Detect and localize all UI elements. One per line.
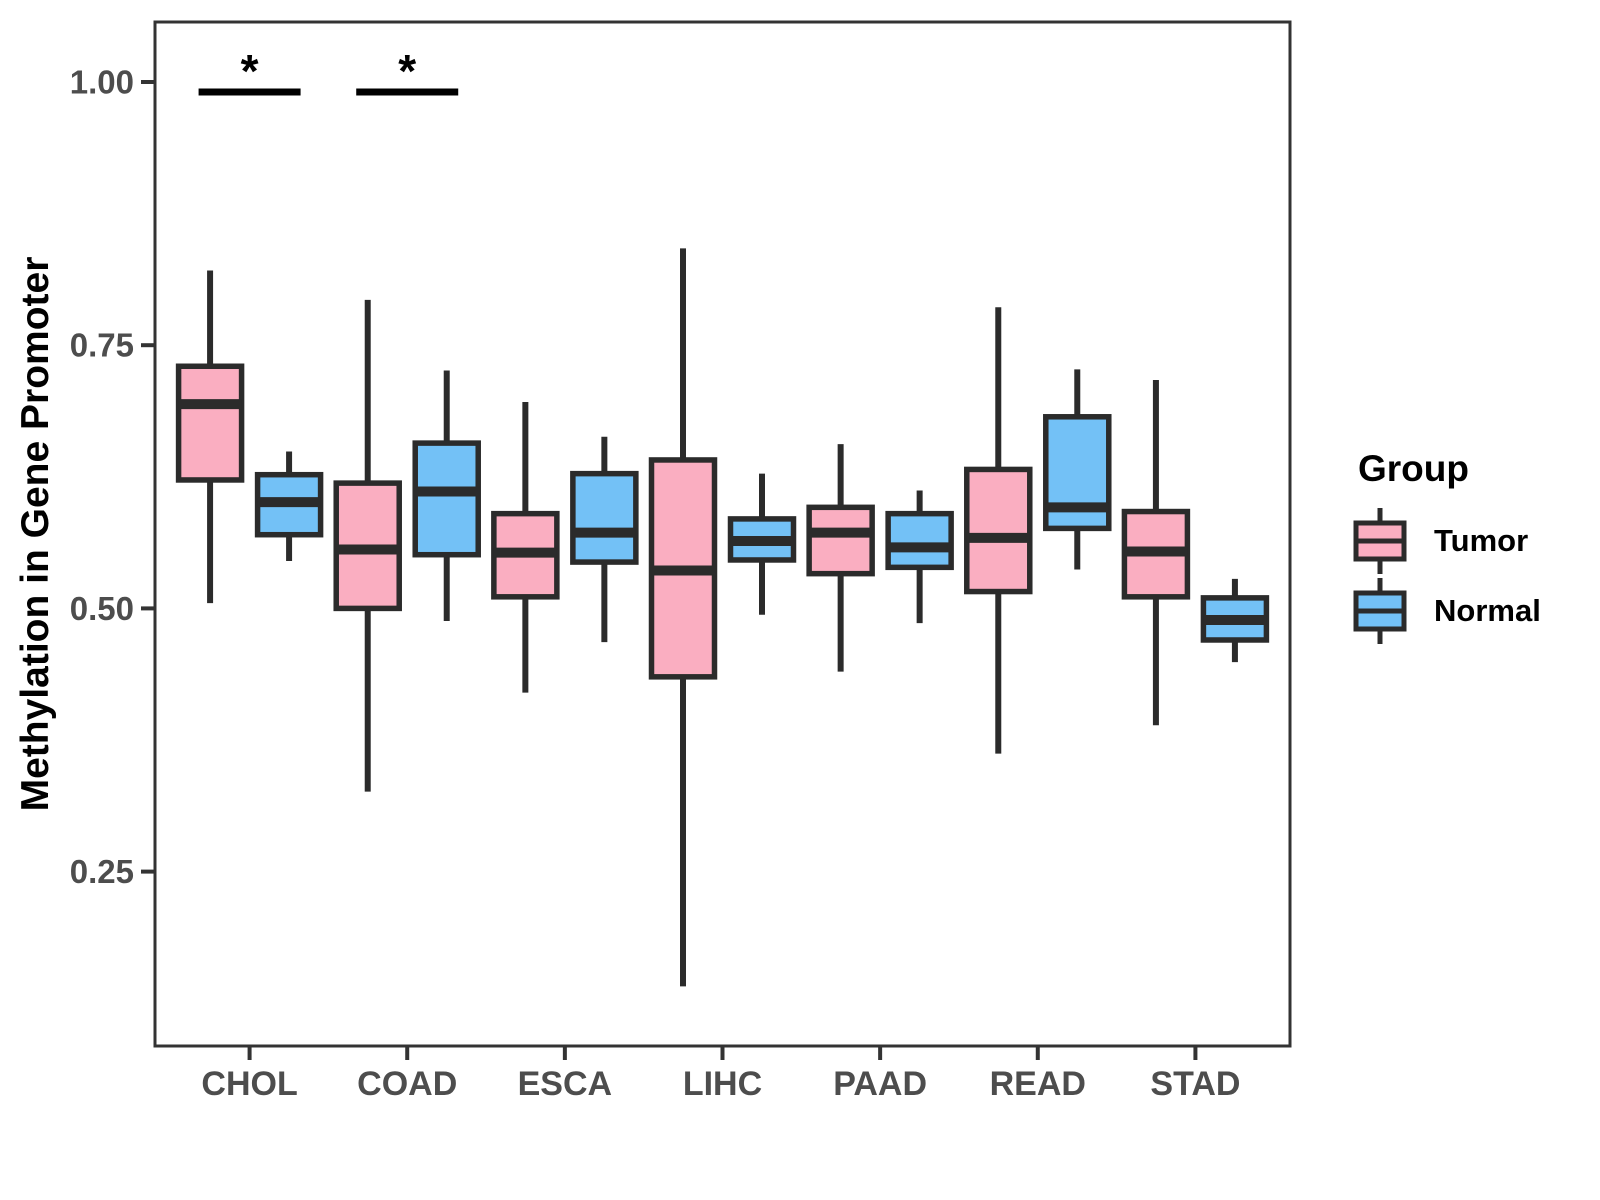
box-READ-tumor [964,466,1033,595]
boxplot-key-icon-normal [1353,578,1407,644]
legend-title: Group [1358,448,1469,489]
boxplot-key-icon-tumor [1353,508,1407,574]
y-tick-label-0.50: 0.50 [70,590,134,627]
y-tick-label-0.75: 0.75 [70,327,134,364]
significance-star-COAD: * [398,45,416,97]
y-axis-title: Methylation in Gene Promoter [14,256,57,812]
x-tick-label-ESCA: ESCA [518,1065,612,1103]
box-ESCA-normal [570,470,639,565]
x-tick-label-LIHC: LIHC [683,1065,762,1103]
box-COAD-normal [412,440,481,558]
significance-star-CHOL: * [241,45,259,97]
legend-entry-tumor: Tumor [1352,505,1528,577]
box-CHOL-tumor [175,363,245,483]
y-tick-label-0.25: 0.25 [70,853,134,890]
box-PAAD-normal [885,510,954,571]
panel-border [153,20,1292,1048]
x-tick-label-READ: READ [990,1065,1086,1103]
x-tick-label-PAAD: PAAD [833,1065,927,1103]
y-tick-label-1.00: 1.00 [70,64,134,101]
legend-entry-normal: Normal [1352,575,1541,647]
x-tick-label-STAD: STAD [1150,1065,1240,1103]
box-PAAD-tumor [806,504,875,577]
legend-label-tumor: Tumor [1434,523,1529,558]
x-tick-label-CHOL: CHOL [201,1065,297,1103]
x-tick-label-COAD: COAD [357,1065,457,1103]
legend-label-normal: Normal [1434,593,1541,628]
